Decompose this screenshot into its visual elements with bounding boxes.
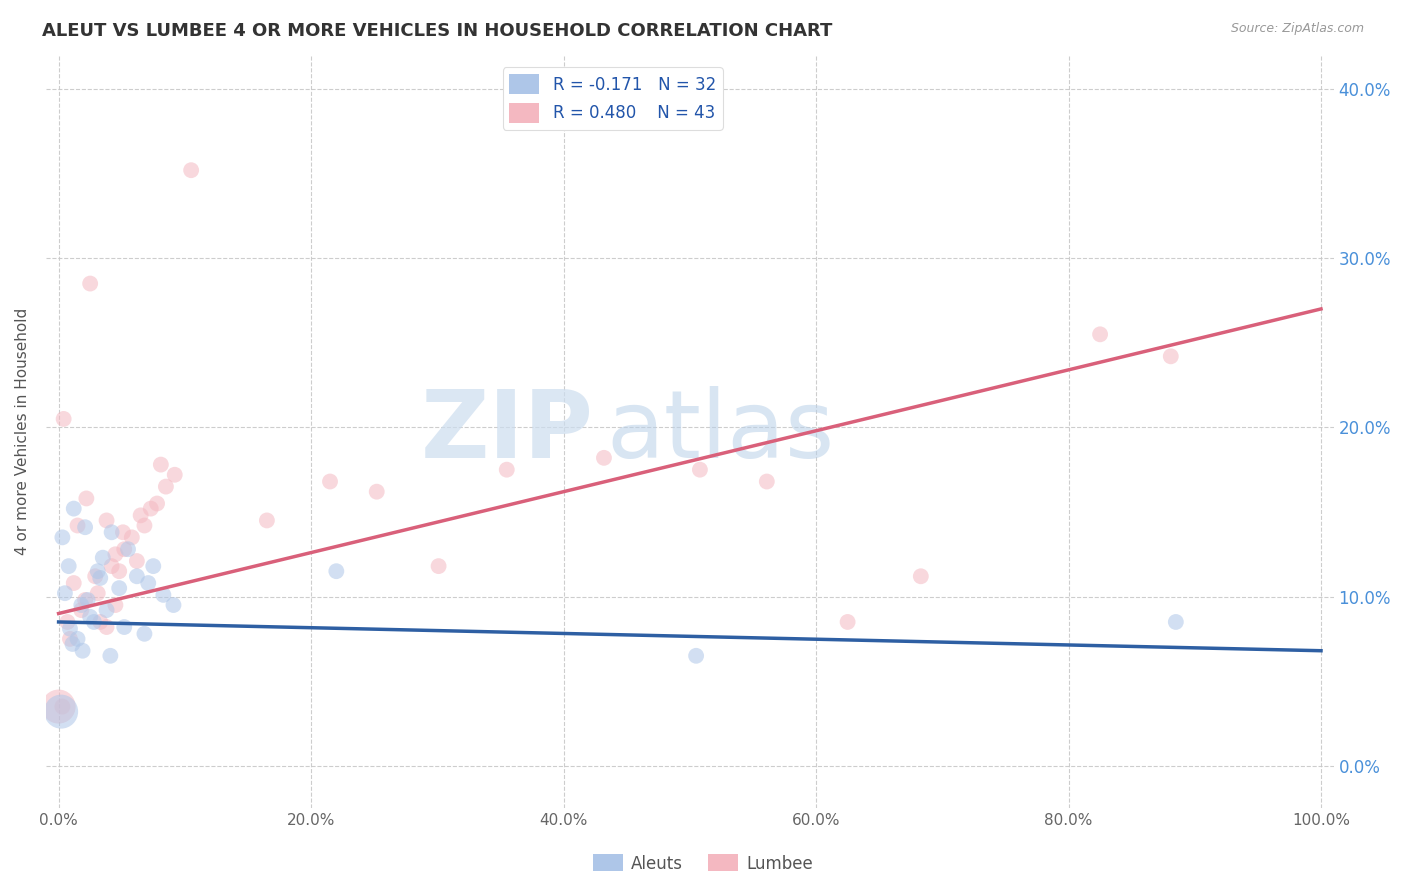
Point	[1160, 349, 1182, 363]
Point	[104, 547, 127, 561]
Point	[48, 699, 70, 714]
Point	[96, 620, 118, 634]
Point	[98, 648, 121, 663]
Point	[146, 496, 169, 510]
Point	[319, 475, 342, 489]
Point	[149, 458, 172, 472]
Point	[59, 622, 82, 636]
Point	[1088, 327, 1111, 342]
Point	[427, 559, 450, 574]
Point	[91, 550, 114, 565]
Point	[108, 564, 131, 578]
Text: ZIP: ZIP	[420, 385, 593, 477]
Point	[134, 518, 156, 533]
Point	[755, 475, 778, 489]
Point	[121, 530, 143, 544]
Point	[129, 508, 152, 523]
Point	[180, 163, 202, 178]
Point	[53, 586, 76, 600]
Point	[142, 559, 165, 574]
Point	[112, 542, 135, 557]
Y-axis label: 4 or more Vehicles in Household: 4 or more Vehicles in Household	[15, 308, 30, 555]
Point	[152, 588, 174, 602]
Point	[87, 586, 110, 600]
Point	[837, 615, 859, 629]
Point	[162, 598, 184, 612]
Point	[104, 598, 127, 612]
Point	[89, 615, 111, 629]
Point	[66, 518, 89, 533]
Point	[49, 705, 72, 719]
Point	[62, 501, 84, 516]
Point	[685, 648, 707, 663]
Point	[75, 491, 97, 506]
Point	[96, 603, 118, 617]
Point	[56, 615, 79, 629]
Point	[79, 610, 101, 624]
Point	[89, 571, 111, 585]
Legend: Aleuts, Lumbee: Aleuts, Lumbee	[586, 847, 820, 880]
Point	[366, 484, 388, 499]
Point	[75, 520, 97, 534]
Point	[593, 450, 616, 465]
Text: atlas: atlas	[606, 385, 834, 477]
Point	[83, 615, 105, 629]
Point	[70, 603, 93, 617]
Point	[910, 569, 932, 583]
Point	[125, 554, 148, 568]
Point	[111, 525, 134, 540]
Point	[70, 598, 93, 612]
Point	[51, 530, 73, 544]
Point	[125, 569, 148, 583]
Legend: R = -0.171   N = 32, R = 0.480    N = 43: R = -0.171 N = 32, R = 0.480 N = 43	[502, 67, 723, 129]
Point	[96, 513, 118, 527]
Point	[59, 632, 82, 646]
Point	[100, 525, 122, 540]
Point	[139, 501, 162, 516]
Point	[52, 412, 75, 426]
Point	[72, 644, 94, 658]
Point	[76, 593, 98, 607]
Point	[100, 559, 122, 574]
Point	[62, 576, 84, 591]
Point	[62, 637, 84, 651]
Point	[87, 564, 110, 578]
Point	[325, 564, 347, 578]
Point	[58, 559, 80, 574]
Point	[256, 513, 278, 527]
Point	[155, 480, 177, 494]
Point	[1164, 615, 1187, 629]
Point	[136, 576, 159, 591]
Point	[163, 467, 186, 482]
Point	[112, 620, 135, 634]
Point	[79, 277, 101, 291]
Text: Source: ZipAtlas.com: Source: ZipAtlas.com	[1230, 22, 1364, 36]
Point	[689, 463, 711, 477]
Point	[495, 463, 517, 477]
Point	[117, 542, 139, 557]
Point	[134, 627, 156, 641]
Point	[108, 581, 131, 595]
Text: ALEUT VS LUMBEE 4 OR MORE VEHICLES IN HOUSEHOLD CORRELATION CHART: ALEUT VS LUMBEE 4 OR MORE VEHICLES IN HO…	[42, 22, 832, 40]
Point	[51, 699, 73, 714]
Point	[75, 593, 97, 607]
Point	[84, 569, 107, 583]
Point	[66, 632, 89, 646]
